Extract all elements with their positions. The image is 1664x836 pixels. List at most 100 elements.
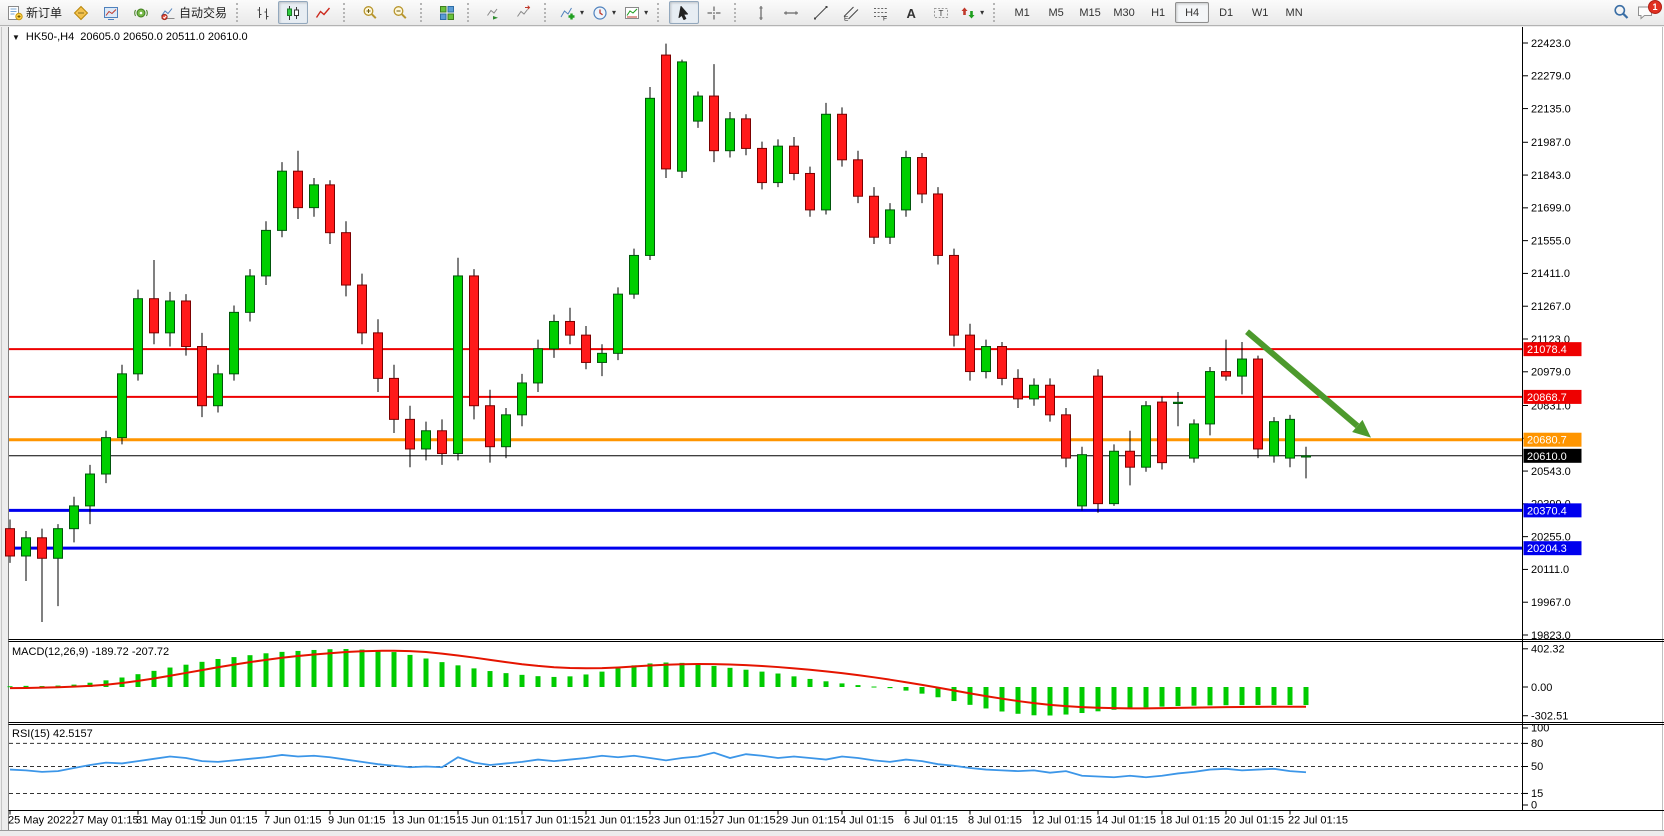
label-icon: T [933,5,949,21]
macd-histogram-bar [647,663,653,687]
macd-histogram-bar [807,678,813,687]
candle-body [309,184,319,209]
webinar-button[interactable] [126,1,156,24]
cursor-button[interactable] [669,1,700,24]
svg-text:100: 100 [1531,723,1549,735]
chevron-down-icon: ▾ [644,8,649,17]
candle-body [197,346,207,407]
webinar-icon [133,5,149,21]
macd-histogram-bar [599,671,605,687]
candle-body [645,97,655,256]
candle-body [933,193,943,256]
bar-chart-icon [255,5,271,21]
label-button[interactable]: T [926,1,956,24]
periods-button[interactable]: ▾ [588,1,620,24]
indicators-button[interactable]: ▾ [556,1,588,24]
timeframe-mn-button[interactable]: MN [1285,6,1303,19]
svg-text:6 Jul 01:15: 6 Jul 01:15 [904,815,958,827]
channel-button[interactable]: E [836,1,866,24]
svg-text:17 Jun 01:15: 17 Jun 01:15 [520,815,584,827]
svg-text:21843.0: 21843.0 [1531,170,1571,182]
macd-histogram-bar [1127,687,1133,709]
macd-histogram-bar [327,649,333,687]
charts-window-button[interactable] [96,1,126,24]
fibonacci-button[interactable]: F [866,1,896,24]
candle-body [1189,423,1199,459]
candle-body [1301,455,1311,458]
timeframe-h1-button[interactable]: H1 [1151,6,1166,19]
timeframe-w1-button[interactable]: W1 [1251,6,1269,19]
text-button[interactable]: A [896,1,926,24]
chevron-down-icon: ▾ [580,8,585,17]
chart-shift-button[interactable] [509,1,539,24]
macd-histogram-bar [231,657,237,687]
line-chart-button[interactable] [308,1,338,24]
candle-body [549,320,559,350]
tile-windows-button[interactable] [432,1,462,24]
charts-icon [103,5,119,21]
svg-text:0.00: 0.00 [1531,682,1552,694]
arrows-icon [960,5,976,21]
candle-body [981,346,991,373]
arrows-button[interactable]: ▾ [956,1,988,24]
templates-button[interactable]: ▾ [620,1,652,24]
zoom-in-button[interactable] [355,1,385,24]
candle-body [277,170,287,231]
svg-text:25 May 2022: 25 May 2022 [8,815,72,827]
timeframe-m30-button[interactable]: M30 [1113,6,1135,19]
macd-histogram-bar [455,665,461,687]
svg-text:15: 15 [1531,788,1543,800]
timeframe-d1-button[interactable]: D1 [1219,6,1234,19]
chat-button[interactable]: 1 [1637,0,1662,22]
candle-body [1109,450,1119,505]
auto-scroll-button[interactable] [479,1,509,24]
svg-text:22135.0: 22135.0 [1531,103,1571,115]
candle-body [1125,450,1135,468]
new-order-button[interactable]: 新订单 [3,1,66,24]
hline-button[interactable] [776,1,806,24]
svg-text:21078.4: 21078.4 [1527,344,1567,356]
macd-histogram-bar [423,658,429,687]
trendline-button[interactable] [806,1,836,24]
toolbar-separator [993,3,1001,22]
toolbar-separator [544,3,552,22]
quotes-button[interactable] [66,1,96,24]
candle-chart-button[interactable] [278,1,309,24]
price-chart[interactable]: 22423.0 22279.0 22135.0 21987.0 21843.0 21699… [0,26,1664,836]
trend-arrow[interactable] [1245,329,1371,438]
macd-histogram-bar [103,680,109,687]
collapse-chart-icon[interactable]: ▼ [12,32,20,42]
crosshair-icon [706,5,722,21]
svg-text:2 Jun 01:15: 2 Jun 01:15 [200,815,258,827]
timeframe-m15-button[interactable]: M15 [1079,6,1101,19]
candle-body [757,147,767,184]
autotrading-button[interactable]: 自动交易 [156,1,231,24]
candle-body [501,414,511,448]
crosshair-button[interactable] [699,1,729,24]
rsi-line [9,751,1307,779]
channel-icon: E [843,5,859,21]
zoom-out-button[interactable] [385,1,415,24]
macd-histogram-bar [711,665,717,687]
macd-histogram-bar [1207,687,1213,706]
trendline-icon [813,5,829,21]
candle-body [581,334,591,363]
candle-body [485,405,495,448]
bar-chart-button[interactable] [248,1,278,24]
macd-histogram-bar [727,667,733,687]
toolbar-separator [734,3,742,22]
candle-body [869,195,879,238]
svg-text:20111.0: 20111.0 [1531,564,1569,576]
search-button[interactable] [1613,4,1631,22]
candle-body [261,229,271,277]
candle-body [181,300,191,348]
svg-text:19967.0: 19967.0 [1531,597,1571,609]
timeframe-m1-button[interactable]: M1 [1014,6,1030,19]
timeframe-h4-button[interactable]: H4 [1175,2,1210,23]
vline-button[interactable] [746,1,776,24]
macd-histogram-bar [279,651,285,687]
candle-body [293,170,303,209]
timeframe-m5-button[interactable]: M5 [1048,6,1064,19]
rsi-indicator-label: RSI(15) 42.5157 [12,728,93,740]
